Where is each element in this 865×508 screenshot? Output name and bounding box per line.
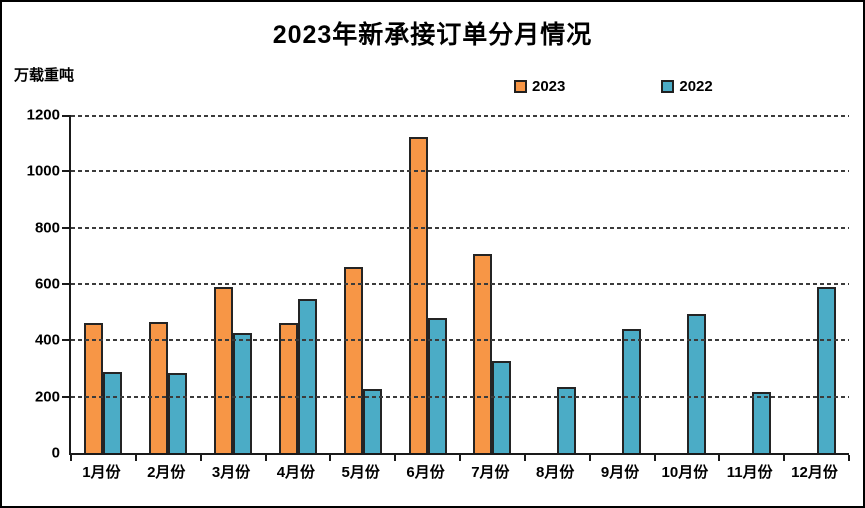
legend-item-2022: 2022 [661, 78, 713, 95]
bar-group-5月份 [330, 115, 395, 453]
x-tick-9 [654, 455, 656, 461]
bar-2022-12月份 [816, 287, 836, 453]
y-axis-label-1200: 1200 [26, 106, 60, 124]
bar-group-7月份 [460, 115, 525, 453]
bar-group-9月份 [590, 115, 655, 453]
bar-2022-8月份 [557, 387, 577, 453]
x-axis-label-5月份: 5月份 [341, 464, 380, 481]
x-axis-label-10月份: 10月份 [661, 464, 709, 481]
y-tick-800 [62, 227, 69, 229]
gridline-400 [71, 339, 849, 341]
bar-2022-3月份 [233, 333, 253, 453]
x-tick-1 [135, 455, 137, 461]
legend-label: 2023 [532, 78, 566, 95]
x-tick-7 [524, 455, 526, 461]
bar-2023-6月份 [408, 137, 428, 453]
x-tick-10 [718, 455, 720, 461]
x-tick-6 [459, 455, 461, 461]
x-tick-11 [783, 455, 785, 461]
legend-item-2023: 2023 [514, 78, 565, 95]
bar-2023-7月份 [473, 254, 493, 453]
x-axis-label-11月份: 11月份 [726, 464, 773, 481]
y-tick-400 [62, 339, 69, 341]
bar-2022-2月份 [168, 373, 188, 453]
bar-group-10月份 [654, 115, 719, 453]
y-axis-label-1000: 1000 [26, 162, 60, 180]
bar-2022-4月份 [297, 299, 317, 453]
legend: 2023 2022 [514, 78, 713, 95]
x-axis-label-12月份: 12月份 [791, 464, 838, 481]
x-axis-label-2月份: 2月份 [147, 464, 186, 481]
bar-group-8月份 [525, 115, 590, 453]
bar-2022-7月份 [492, 361, 512, 453]
legend-label: 2022 [679, 78, 713, 95]
legend-swatch-2023 [514, 80, 527, 93]
bar-group-6月份 [395, 115, 460, 453]
y-axis-labels: 0 200 400 600 800 1000 1200 [2, 107, 60, 462]
bar-group-2月份 [136, 115, 201, 453]
gridline-1200 [71, 115, 849, 117]
legend-swatch-2022 [661, 80, 675, 93]
bar-2023-1月份 [84, 323, 104, 453]
bar-group-4月份 [265, 115, 330, 453]
bar-group-11月份 [719, 115, 784, 453]
bar-2022-9月份 [622, 329, 642, 453]
y-axis-label-0: 0 [51, 444, 60, 462]
plot-area [62, 115, 850, 461]
x-tick-4 [329, 455, 331, 461]
bar-2023-5月份 [343, 267, 363, 453]
x-axis-label-1月份: 1月份 [82, 464, 121, 481]
bar-groups [71, 115, 849, 453]
y-axis-label-400: 400 [34, 331, 60, 349]
y-tick-200 [62, 396, 69, 398]
y-axis-label-600: 600 [34, 275, 60, 293]
x-tick-2 [200, 455, 202, 461]
x-axis-label-9月份: 9月份 [600, 464, 640, 481]
gridline-200 [71, 396, 849, 398]
y-tick-1000 [62, 170, 69, 172]
x-tick-5 [394, 455, 396, 461]
x-axis-label-3月份: 3月份 [211, 464, 251, 481]
y-axis-label-200: 200 [34, 388, 60, 406]
bar-group-1月份 [71, 115, 136, 453]
y-axis-label-800: 800 [34, 219, 60, 237]
x-axis-label-8月份: 8月份 [536, 464, 575, 481]
y-axis-unit-label: 万载重吨 [14, 67, 75, 84]
bar-2023-2月份 [149, 322, 169, 453]
x-tick-12 [848, 455, 850, 461]
chart-title: 2023年新承接订单分月情况 [272, 21, 593, 49]
bar-group-3月份 [201, 115, 266, 453]
x-axis-label-4月份: 4月份 [276, 464, 316, 481]
x-tick-0 [70, 455, 72, 461]
x-axis-label-6月份: 6月份 [406, 464, 445, 481]
bar-2022-6月份 [427, 318, 447, 453]
bar-2022-11月份 [751, 392, 771, 453]
gridline-1000 [71, 170, 849, 172]
gridline-600 [71, 283, 849, 285]
y-tick-1200 [62, 115, 69, 117]
y-tick-600 [62, 283, 69, 285]
x-axis-labels: 1月份 2月份 3月份 4月份 5月份 6月份 7月份 8月份 9月份 10月份 11月份 12月份 [69, 461, 847, 482]
x-axis-label-7月份: 7月份 [471, 464, 510, 481]
bar-2023-3月份 [214, 287, 234, 453]
x-tick-8 [589, 455, 591, 461]
bar-2022-5月份 [362, 389, 382, 453]
bar-2023-4月份 [278, 323, 298, 453]
bar-2022-10月份 [686, 314, 706, 453]
bar-group-12月份 [784, 115, 849, 453]
gridline-800 [71, 227, 849, 229]
bar-2022-1月份 [103, 372, 123, 453]
x-tick-3 [265, 455, 267, 461]
